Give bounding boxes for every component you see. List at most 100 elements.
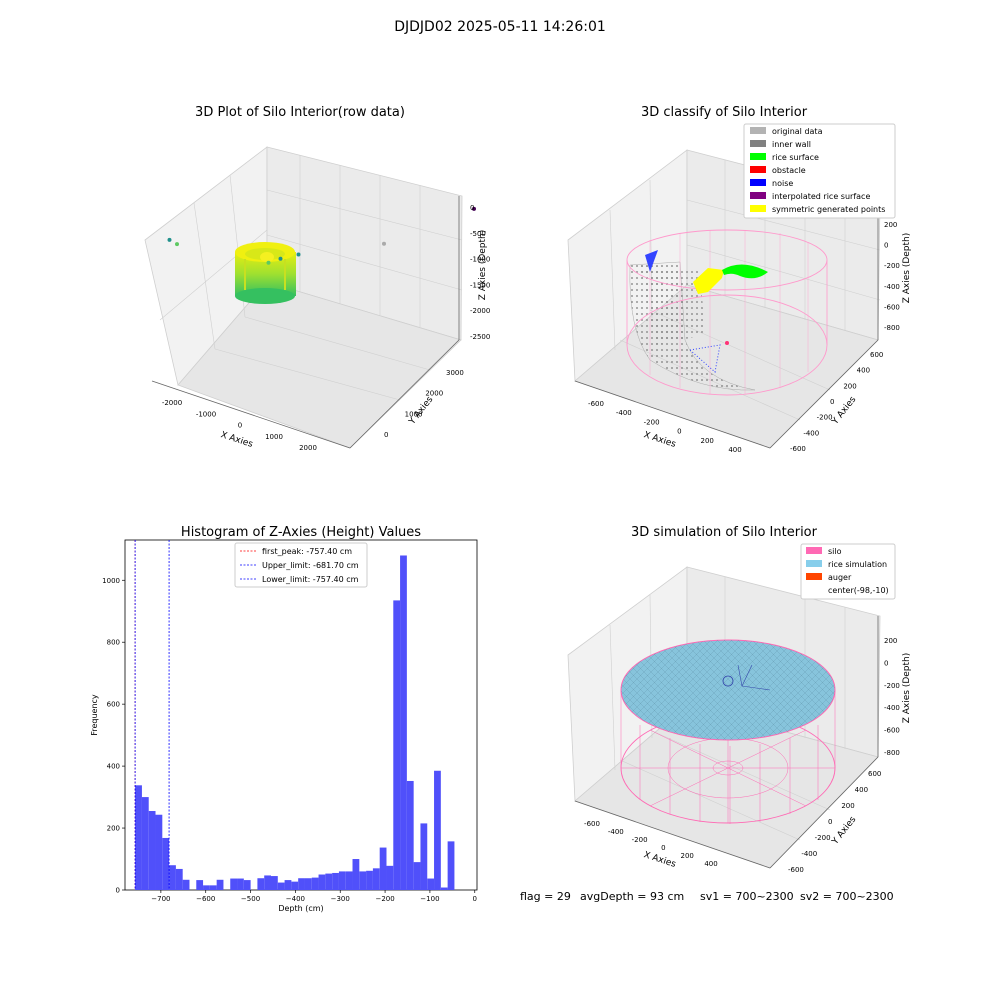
classify-symmetric-points: [693, 268, 724, 294]
simulation-legend-swatch: [806, 560, 822, 567]
histogram-bar: [237, 878, 244, 890]
raw-outlier-point: [167, 237, 172, 242]
classify-legend-label: noise: [772, 179, 793, 188]
histogram-bar: [311, 877, 319, 890]
classify-z-tick-label: -800: [884, 324, 900, 332]
classify-y-tick-label: -400: [803, 429, 819, 437]
status-sv2: sv2 = 700~2300: [800, 890, 894, 903]
classify-z-tick-label: 0: [884, 242, 888, 250]
simulation-z-tick-label: 200: [884, 637, 897, 645]
simulation-center-marker: [722, 675, 734, 687]
histogram-bar: [304, 878, 312, 890]
simulation-y-tick-label: -200: [815, 834, 831, 842]
classify-legend-label: inner wall: [772, 140, 811, 149]
classify-y-tick-label: 400: [857, 367, 870, 375]
status-flag: flag = 29: [520, 890, 571, 903]
classify-x-axis-label: X Axies: [642, 430, 677, 450]
histogram-bar: [209, 885, 217, 890]
raw-silo-center-blob: [260, 252, 274, 262]
simulation-z-axis-label: Z Axies (Depth): [902, 653, 912, 724]
raw-x-tick-label: 0: [238, 422, 242, 430]
histogram-x-tick-label: −200: [375, 895, 394, 903]
histogram-bar: [359, 871, 367, 890]
histogram-bar: [386, 865, 394, 890]
simulation-silo-mesh: [620, 690, 836, 824]
histogram-x-tick-label: −600: [196, 895, 215, 903]
classify-legend-label: obstacle: [772, 166, 806, 175]
status-sv1: sv1 = 700~2300: [700, 890, 794, 903]
classify-x-tick-label: 200: [701, 437, 714, 445]
raw-outlier-point: [472, 206, 476, 211]
simulation-tick-labels: -600-400-2000200400-600-400-200020040060…: [584, 637, 900, 874]
simulation-x-axis-line: [574, 800, 771, 869]
histogram-bar: [338, 871, 346, 890]
histogram-bar: [345, 871, 353, 890]
histogram-bar: [413, 862, 421, 890]
raw-silo-cloud: [235, 242, 296, 304]
histogram-bar: [325, 873, 333, 890]
raw-z-tick-label: -1500: [470, 281, 490, 289]
raw-x-tick-label: -1000: [196, 410, 216, 418]
histogram-y-tick-label: 600: [107, 701, 120, 709]
classify-rice-surface: [722, 264, 768, 279]
panel-raw-3d: 3D Plot of Silo Interior(row data): [144, 105, 490, 452]
classify-legend-swatch: [750, 205, 766, 212]
raw-outlier-point: [278, 256, 283, 261]
raw-outlier-points: [167, 206, 476, 265]
histogram-axes: −700 −600 −500 −400 −300 −200 −100 0 0 200 400 600 8…: [102, 577, 477, 903]
histogram-bar: [379, 847, 387, 890]
classify-legend-swatch: [750, 153, 766, 160]
histogram-bar: [298, 878, 305, 890]
classify-obstacle-marker: [725, 341, 729, 345]
classify-legend: original data inner wall rice surface obsta…: [743, 123, 896, 219]
histogram-bar: [271, 876, 278, 890]
simulation-legend-swatch: [806, 547, 822, 554]
classify-noise-cluster: [645, 250, 658, 272]
raw-floor-pane: [177, 281, 462, 449]
histogram-bar: [366, 870, 373, 890]
raw-z-axis-label: Z Axies (Depth): [478, 230, 488, 301]
histogram-x-tick-label: −400: [286, 895, 305, 903]
simulation-z-tick-label: -600: [884, 727, 900, 735]
raw-y-tick-label: 2000: [425, 390, 443, 398]
simulation-x-tick-label: -200: [632, 836, 648, 844]
raw-x-tick-label: -2000: [162, 399, 182, 407]
panel-classify-3d: 3D classify of Silo Interior: [567, 105, 912, 454]
classify-legend-label: original data: [772, 127, 823, 136]
histogram-x-tick-label: −300: [331, 895, 350, 903]
simulation-x-tick-label: -400: [608, 828, 624, 836]
histogram-bar: [284, 880, 292, 890]
classify-z-tick-label: 200: [884, 221, 897, 229]
histogram-y-axis-label: Frequency: [90, 694, 99, 736]
histogram-bar: [400, 555, 407, 890]
histogram-bar: [216, 879, 224, 890]
histogram-bar: [243, 880, 251, 890]
histogram-bar: [141, 797, 149, 890]
simulation-z-tick-label: -200: [884, 682, 900, 690]
classify-x-tick-label: -200: [644, 418, 660, 426]
simulation-y-tick-label: 600: [868, 770, 881, 778]
panel-histogram: Histogram of Z-Axies (Height) Values −70…: [90, 525, 478, 913]
classify-legend-label: rice surface: [772, 153, 819, 162]
simulation-y-tick-label: -400: [801, 850, 817, 858]
histogram-bar: [155, 814, 163, 890]
histogram-bar: [162, 837, 170, 890]
classify-z-tick-label: -200: [884, 262, 900, 270]
raw-z-tick-label: 0: [470, 204, 474, 212]
histogram-y-tick-label: 800: [107, 639, 120, 647]
classify-x-axis-line: [574, 380, 771, 449]
histogram-bar: [440, 887, 448, 890]
histogram-y-tick-label: 400: [107, 763, 120, 771]
classify-y-tick-label: -200: [817, 414, 833, 422]
histogram-bar: [372, 868, 380, 890]
raw-plot-title: 3D Plot of Silo Interior(row data): [195, 105, 405, 120]
histogram-bar: [175, 868, 183, 890]
simulation-z-tick-label: -400: [884, 704, 900, 712]
histogram-reference-lines: [134, 540, 170, 890]
histogram-y-tick-label: 1000: [102, 577, 120, 585]
raw-z-tick-label: -2000: [470, 307, 490, 315]
classify-legend-swatch: [750, 192, 766, 199]
histogram-bar: [393, 600, 401, 890]
histogram-bar: [182, 879, 190, 890]
histogram-y-tick-label: 0: [116, 887, 120, 895]
